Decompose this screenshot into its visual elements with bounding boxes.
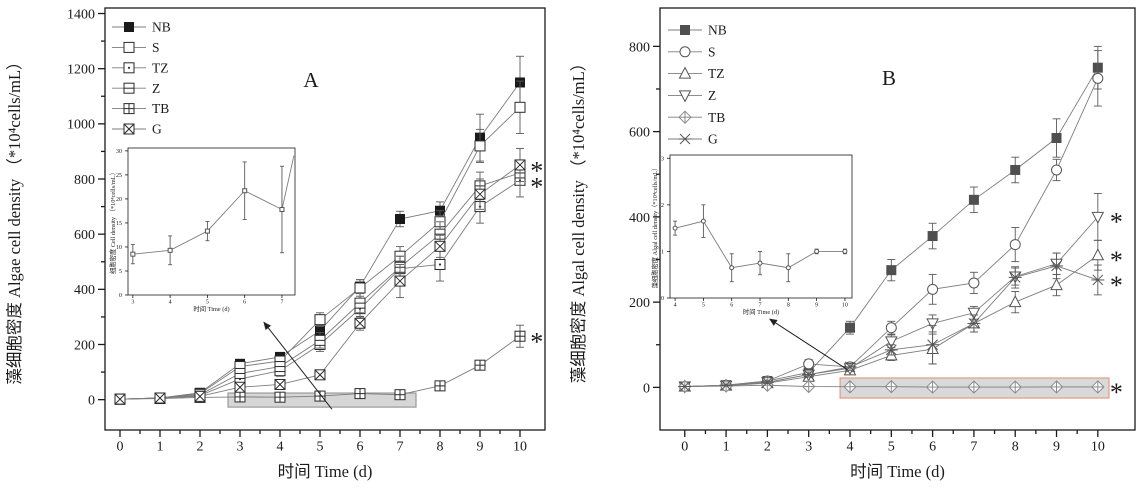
svg-text:0: 0	[643, 381, 650, 396]
svg-text:7: 7	[970, 439, 977, 454]
svg-text:5: 5	[206, 300, 209, 306]
svg-text:*: *	[530, 172, 543, 201]
svg-text:3: 3	[805, 439, 812, 454]
svg-text:1: 1	[661, 250, 664, 256]
svg-text:6: 6	[929, 439, 936, 454]
svg-text:6: 6	[357, 439, 364, 454]
svg-text:*: *	[1110, 246, 1123, 275]
svg-text:G: G	[708, 132, 718, 147]
panel-b-inset: 4 5 6 7 8 9 10 0 1 2 3 时间 Time (d) 藻细胞密度 Algal cell …	[650, 154, 853, 316]
svg-text:*: *	[1110, 378, 1123, 407]
svg-text:2: 2	[197, 439, 204, 454]
svg-text:15: 15	[116, 221, 122, 227]
svg-text:400: 400	[629, 211, 650, 226]
svg-text:*: *	[1110, 271, 1123, 300]
svg-text:9: 9	[477, 439, 484, 454]
svg-text:600: 600	[629, 126, 650, 141]
svg-text:6: 6	[730, 303, 733, 309]
svg-text:7: 7	[280, 300, 283, 306]
svg-text:800: 800	[629, 40, 650, 55]
svg-text:6: 6	[243, 300, 246, 306]
svg-text:10: 10	[1091, 439, 1105, 454]
legend-a: NB S TZ Z TB G	[112, 20, 171, 137]
svg-text:4: 4	[847, 439, 854, 454]
svg-text:TZ: TZ	[152, 60, 169, 75]
svg-text:4: 4	[169, 300, 172, 306]
svg-text:800: 800	[74, 173, 95, 188]
svg-text:5: 5	[317, 439, 324, 454]
inset-pointer-arrow	[769, 318, 848, 370]
svg-text:1000: 1000	[67, 118, 95, 133]
svg-text:3: 3	[661, 156, 664, 162]
svg-text:0: 0	[661, 296, 664, 302]
svg-text:9: 9	[815, 303, 818, 309]
svg-text:1200: 1200	[67, 63, 95, 78]
svg-text:藻细胞密度 Algal cell density（*10⁴c: 藻细胞密度 Algal cell density（*10⁴cells/mL）	[650, 165, 659, 289]
svg-text:0: 0	[88, 394, 95, 409]
svg-text:S: S	[152, 40, 160, 55]
svg-text:4: 4	[674, 303, 677, 309]
svg-text:8: 8	[787, 303, 790, 309]
svg-text:Z: Z	[152, 81, 160, 96]
svg-text:0: 0	[681, 439, 688, 454]
svg-text:4: 4	[277, 439, 284, 454]
svg-text:时间 Time (d): 时间 Time (d)	[278, 462, 373, 481]
svg-text:*: *	[530, 157, 543, 186]
svg-text:5: 5	[888, 439, 895, 454]
svg-text:2: 2	[764, 439, 771, 454]
svg-text:TB: TB	[708, 110, 725, 125]
svg-text:600: 600	[74, 228, 95, 243]
svg-text:藻细胞密度 Algal cell density （*10⁴: 藻细胞密度 Algal cell density （*10⁴cells/mL）	[569, 55, 588, 383]
svg-text:NB: NB	[708, 23, 727, 38]
svg-text:200: 200	[74, 338, 95, 353]
svg-text:时间 Time (d): 时间 Time (d)	[850, 462, 945, 481]
svg-text:NB: NB	[152, 20, 171, 35]
svg-text:8: 8	[437, 439, 444, 454]
svg-text:时间 Time (d): 时间 Time (d)	[193, 304, 229, 313]
svg-text:TZ: TZ	[708, 66, 725, 81]
svg-text:400: 400	[74, 283, 95, 298]
svg-text:10: 10	[842, 303, 848, 309]
inset-pointer-arrow	[263, 321, 333, 410]
panel-a-inset: 3 4 5 6 7 0 5 10 15 20 25 30 时间 Time (d) 细胞密度 Cell de…	[108, 147, 296, 313]
svg-text:B: B	[882, 66, 896, 90]
svg-text:3: 3	[237, 439, 244, 454]
svg-text:A: A	[303, 68, 319, 92]
svg-text:*: *	[1110, 208, 1123, 237]
svg-text:藻细胞密度 Algae cell density （*10⁴: 藻细胞密度 Algae cell density （*10⁴cells/mL）	[5, 53, 24, 384]
svg-text:0: 0	[119, 293, 122, 299]
svg-text:1: 1	[157, 439, 164, 454]
svg-text:TB: TB	[152, 101, 169, 116]
panel-a: 0 1 2 3 4 5 6 7 8 9 100200400600800100012001400时间 …	[5, 7, 546, 481]
svg-text:5: 5	[702, 303, 705, 309]
svg-text:0: 0	[117, 439, 124, 454]
svg-text:2: 2	[661, 203, 664, 209]
svg-text:时间 Time (d): 时间 Time (d)	[743, 307, 779, 316]
svg-text:G: G	[152, 122, 162, 137]
svg-text:*: *	[530, 328, 543, 357]
svg-text:Z: Z	[708, 88, 716, 103]
svg-text:200: 200	[629, 296, 650, 311]
svg-text:7: 7	[759, 303, 762, 309]
svg-text:5: 5	[119, 269, 122, 275]
svg-text:3: 3	[131, 300, 134, 306]
svg-text:10: 10	[116, 245, 122, 251]
svg-text:9: 9	[1053, 439, 1060, 454]
svg-text:20: 20	[116, 197, 122, 203]
svg-text:1: 1	[723, 439, 730, 454]
svg-text:25: 25	[116, 173, 122, 179]
svg-text:10: 10	[513, 439, 527, 454]
svg-text:S: S	[708, 44, 716, 59]
svg-text:细胞密度 Cell density （*10⁴cells/m: 细胞密度 Cell density （*10⁴cells/mL）	[108, 169, 117, 274]
legend-b: NB S TZ Z TB G	[668, 23, 727, 147]
svg-text:7: 7	[397, 439, 404, 454]
svg-text:8: 8	[1012, 439, 1019, 454]
svg-text:1400: 1400	[67, 7, 95, 22]
svg-text:30: 30	[116, 149, 122, 155]
